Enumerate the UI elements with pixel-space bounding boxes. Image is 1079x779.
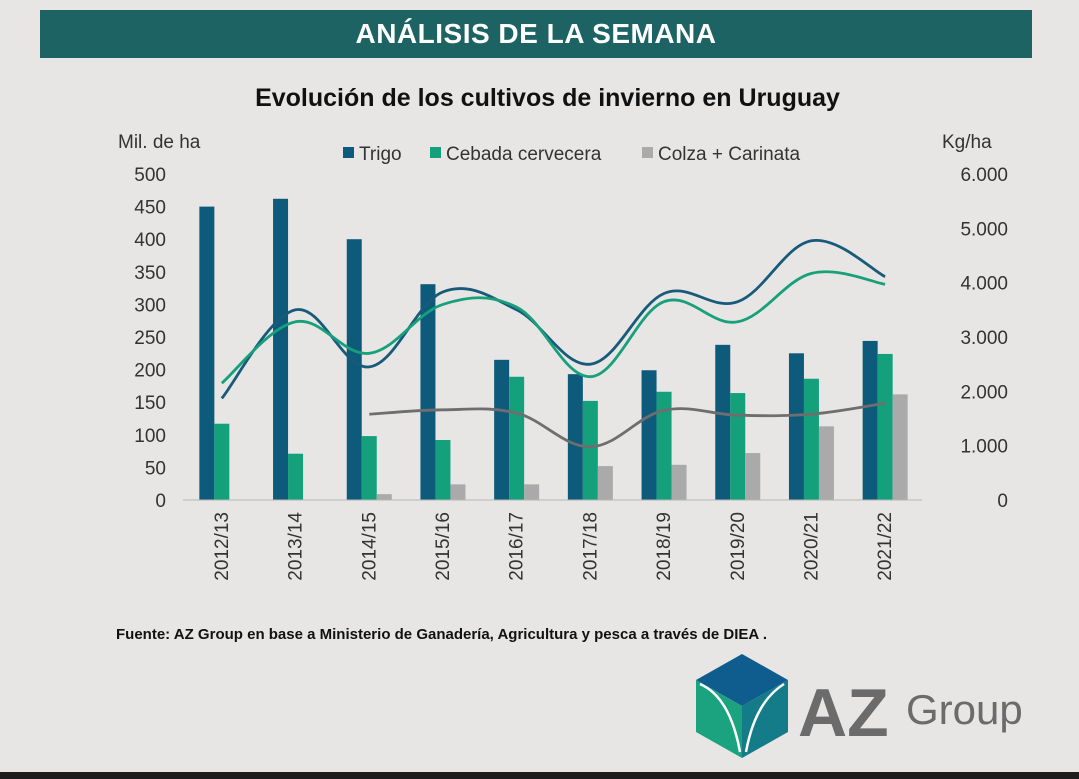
logo-cube-icon <box>696 654 788 758</box>
analysis-banner: ANÁLISIS DE LA SEMANA <box>40 10 1032 58</box>
bar-cebada <box>877 353 893 500</box>
yield-lines <box>220 239 886 449</box>
y-tick-label: 150 <box>134 393 166 414</box>
logo-mark-text: AZ <box>798 675 889 751</box>
bar-colza <box>671 464 687 500</box>
x-tick-label: 2016/17 <box>507 512 528 581</box>
y2-tick-label: 5.000 <box>960 219 1008 240</box>
y2-tick-label: 2.000 <box>960 382 1008 403</box>
y-tick-label: 350 <box>134 263 166 284</box>
x-tick-label: 2014/15 <box>359 512 380 581</box>
bar-colza <box>524 484 540 500</box>
source-note: Fuente: AZ Group en base a Ministerio de… <box>116 626 768 643</box>
bottom-bar <box>0 772 1079 779</box>
bar-colza <box>597 466 613 500</box>
yield-line-cebada <box>220 270 886 385</box>
bar-trigo <box>494 359 510 500</box>
legend-label: Colza + Carinata <box>658 144 800 165</box>
bar-cebada <box>435 440 451 500</box>
bar-trigo <box>567 374 583 500</box>
bar-trigo <box>641 370 657 500</box>
x-tick-label: 2019/20 <box>728 512 749 581</box>
bar-colza <box>450 484 466 500</box>
bar-trigo <box>273 198 289 500</box>
yield-line-colza <box>369 401 886 449</box>
bar-cebada <box>656 391 672 500</box>
y2-tick-label: 1.000 <box>960 437 1008 458</box>
y2-axis-label: Kg/ha <box>942 132 992 153</box>
x-tick-label: 2017/18 <box>580 512 601 581</box>
y-axis-label: Mil. de ha <box>118 132 201 153</box>
bar-trigo <box>715 344 731 500</box>
bar-cebada <box>730 393 746 500</box>
bar-trigo <box>346 239 362 500</box>
logo-word-text: Group <box>906 686 1023 733</box>
y-tick-label: 0 <box>155 491 166 512</box>
y-tick-label: 50 <box>145 458 166 479</box>
bar-trigo <box>199 206 215 500</box>
y-tick-label: 200 <box>134 361 166 382</box>
y2-tick-label: 3.000 <box>960 328 1008 349</box>
y2-tick-label: 0 <box>997 491 1008 512</box>
bar-cebada <box>803 378 819 500</box>
y2-tick-label: 6.000 <box>960 165 1008 186</box>
bar-trigo <box>788 353 804 500</box>
bar-cebada <box>582 400 598 500</box>
x-axis-ticks: 2012/13 2013/14 2014/15 2015/16 2016/17 2017/… <box>212 512 896 581</box>
y-tick-label: 400 <box>134 230 166 251</box>
x-tick-label: 2013/14 <box>286 512 307 581</box>
legend-swatch <box>642 147 653 158</box>
bar-cebada <box>361 436 377 500</box>
y-tick-label: 450 <box>134 198 166 219</box>
bar-trigo <box>420 284 436 500</box>
az-group-logo: AZ Group <box>696 654 1023 758</box>
legend-swatch <box>343 147 354 158</box>
yield-line-trigo <box>220 239 886 400</box>
x-tick-label: 2021/22 <box>875 512 896 581</box>
bar-cebada <box>214 423 230 500</box>
y-tick-label: 300 <box>134 295 166 316</box>
bar-colza <box>376 494 392 500</box>
x-tick-label: 2020/21 <box>801 512 822 581</box>
y-tick-label: 100 <box>134 426 166 447</box>
chart-title: Evolución de los cultivos de invierno en… <box>255 84 840 112</box>
bar-cebada <box>288 453 304 500</box>
x-tick-label: 2015/16 <box>433 512 454 581</box>
legend-label: Trigo <box>359 144 402 165</box>
bar-colza <box>892 394 908 500</box>
bar-cebada <box>509 376 525 500</box>
y-tick-label: 500 <box>134 165 166 186</box>
y2-tick-label: 4.000 <box>960 274 1008 295</box>
legend-swatch <box>430 147 441 158</box>
x-tick-label: 2018/19 <box>654 512 675 581</box>
bar-series <box>199 198 908 500</box>
y-tick-label: 250 <box>134 328 166 349</box>
y2-axis-ticks: 0 1.000 2.000 3.000 4.000 5.000 6.000 <box>960 165 1008 512</box>
bar-colza <box>818 426 834 500</box>
legend-label: Cebada cervecera <box>446 144 602 165</box>
x-tick-label: 2012/13 <box>212 512 233 581</box>
crop-evolution-chart: Mil. de ha Kg/ha Trigo Cebada cervecera Co… <box>118 132 1008 581</box>
legend: Trigo Cebada cervecera Colza + Carinata <box>343 144 800 165</box>
bar-trigo <box>862 340 878 500</box>
y-axis-ticks: 0 50 100 150 200 250 300 350 400 450 500 <box>134 165 166 512</box>
bar-colza <box>745 453 761 500</box>
